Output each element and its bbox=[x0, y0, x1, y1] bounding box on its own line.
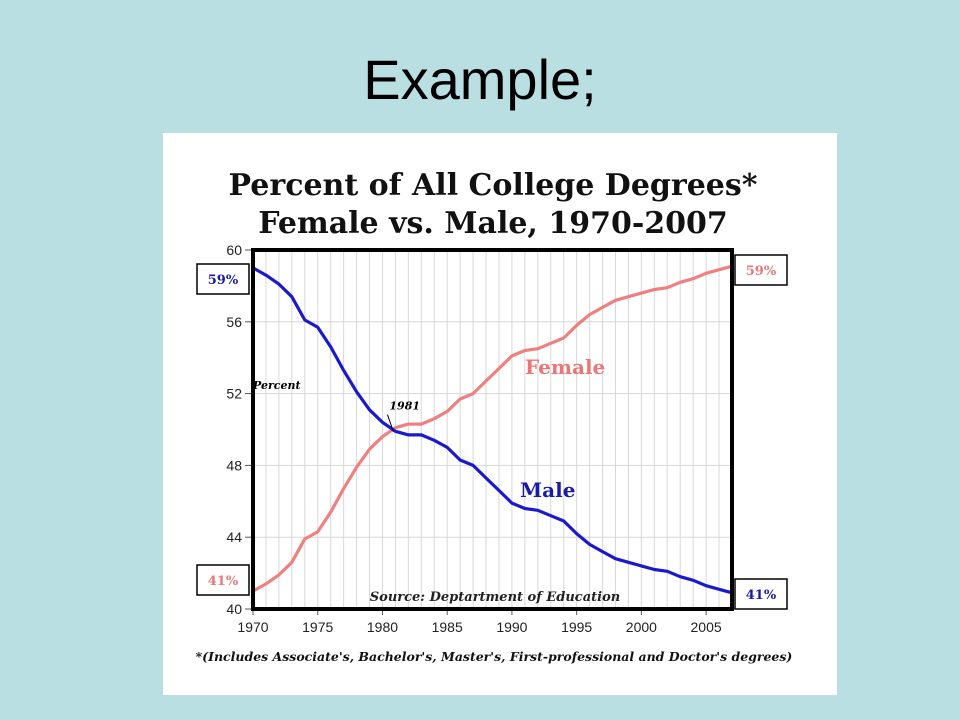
series-label-female: Female bbox=[525, 355, 605, 379]
x-tick-label: 1990 bbox=[496, 619, 527, 635]
slide-title: Example; bbox=[363, 48, 597, 111]
y-axis-label: Percent bbox=[252, 379, 301, 392]
y-tick-label: 52 bbox=[226, 386, 242, 402]
x-tick-label: 1970 bbox=[237, 619, 268, 635]
callout-label: 41% bbox=[208, 574, 239, 589]
plot-frame bbox=[251, 248, 734, 611]
x-tick-label: 1985 bbox=[432, 619, 463, 635]
annotation-1981: 1981 bbox=[389, 400, 420, 413]
y-tick-label: 48 bbox=[226, 457, 242, 473]
x-tick-label: 1975 bbox=[302, 619, 333, 635]
chart-panel: Percent of All College Degrees* Female v… bbox=[163, 133, 837, 695]
chart-subtitle: Female vs. Male, 1970-2007 bbox=[258, 206, 728, 241]
callout-box bbox=[734, 254, 788, 286]
source-note: Source: Deptartment of Education bbox=[370, 590, 620, 605]
y-tick-label: 44 bbox=[226, 529, 242, 545]
x-tick-label: 1980 bbox=[367, 619, 398, 635]
y-tick-label: 60 bbox=[226, 242, 242, 258]
callouts: 59% 41% 59% 41% bbox=[196, 254, 788, 610]
footnote: *(Includes Associate's, Bachelor's, Mast… bbox=[196, 649, 793, 664]
x-tick-label: 2000 bbox=[626, 619, 657, 635]
x-tick-label: 2005 bbox=[691, 619, 722, 635]
x-tick-label: 1995 bbox=[561, 619, 592, 635]
y-tick-label: 40 bbox=[226, 601, 242, 617]
callout-left-59: 59% bbox=[196, 263, 250, 295]
series-line-female bbox=[251, 264, 734, 593]
series-layer bbox=[251, 264, 734, 595]
callout-box bbox=[196, 263, 250, 295]
callout-right-59: 59% bbox=[734, 254, 788, 286]
callout-box bbox=[734, 578, 788, 610]
x-axis: 1970 1975 1980 1985 1990 1995 2000 2005 bbox=[237, 609, 722, 635]
callout-left-41: 41% bbox=[196, 564, 250, 596]
y-axis: 40 44 48 52 56 60 bbox=[226, 242, 253, 617]
line-chart: Percent of All College Degrees* Female v… bbox=[196, 168, 793, 664]
grid bbox=[253, 250, 732, 609]
y-tick-label: 56 bbox=[226, 314, 242, 330]
callout-box bbox=[196, 564, 250, 596]
callout-label: 41% bbox=[746, 588, 777, 603]
series-label-male: Male bbox=[520, 478, 575, 502]
chart-title: Percent of All College Degrees* bbox=[229, 168, 758, 203]
callout-right-41: 41% bbox=[734, 578, 788, 610]
callout-label: 59% bbox=[208, 273, 239, 288]
annotation-arrow bbox=[386, 414, 394, 432]
callout-label: 59% bbox=[746, 264, 777, 279]
series-line-male bbox=[251, 266, 734, 595]
